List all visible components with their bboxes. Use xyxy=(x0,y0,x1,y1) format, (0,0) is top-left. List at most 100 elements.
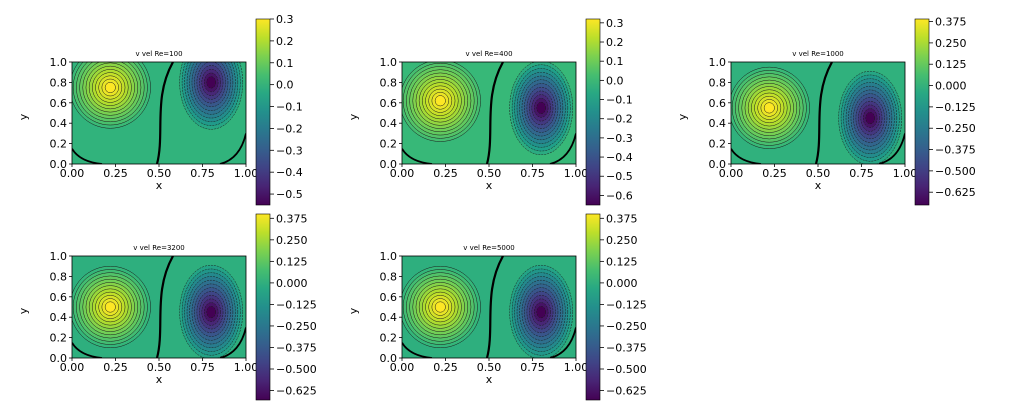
y-tick-label: 0.6 xyxy=(380,291,398,304)
colorbar-tick-label: 0.3 xyxy=(606,17,624,30)
y-tick-label: 0.6 xyxy=(709,97,727,110)
zero-contour-line xyxy=(485,62,504,164)
subplot-title: v vel Re=400 xyxy=(465,50,512,58)
positive-contour-level xyxy=(763,102,775,114)
y-tick-label: 1.0 xyxy=(50,56,68,69)
x-tick-label: 0.50 xyxy=(477,361,502,374)
x-tick-label: 0.75 xyxy=(190,167,215,180)
zero-contour-line xyxy=(814,62,833,164)
negative-contour-level xyxy=(206,306,216,319)
negative-contour-level xyxy=(206,76,216,89)
colorbar-tick-label: −0.4 xyxy=(606,151,633,164)
x-tick-label: 0.00 xyxy=(390,167,415,180)
colorbar-tick-label: −0.500 xyxy=(276,363,317,376)
colorbar-tick-label: 0.375 xyxy=(276,212,308,225)
subplot-title: v vel Re=100 xyxy=(135,50,182,58)
y-tick-label: 0.0 xyxy=(50,158,68,171)
positive-contour-level xyxy=(104,82,116,93)
colorbar-tick-label: −0.375 xyxy=(935,144,976,157)
y-tick-label: 0.6 xyxy=(50,291,68,304)
y-tick-label: 0.8 xyxy=(50,76,68,89)
y-tick-label: 0.0 xyxy=(380,158,398,171)
colorbar-tick-label: 0.000 xyxy=(935,80,967,93)
colorbar-tick-label: −0.625 xyxy=(606,385,647,398)
x-tick-label: 0.25 xyxy=(103,167,128,180)
colorbar-tick-label: 0.1 xyxy=(606,55,624,68)
y-tick-label: 0.8 xyxy=(380,76,398,89)
x-tick-label: 0.75 xyxy=(849,167,874,180)
colorbar-tick-label: 0.000 xyxy=(276,277,308,290)
colorbar-tick-label: −0.375 xyxy=(276,341,317,354)
colorbar-tick-label: 0.000 xyxy=(606,277,638,290)
colorbar xyxy=(585,18,601,206)
x-tick-label: 0.75 xyxy=(520,167,545,180)
x-axis-label: x xyxy=(156,179,163,192)
x-tick-label: 0.50 xyxy=(147,361,172,374)
y-tick-label: 0.4 xyxy=(380,311,398,324)
colorbar-tick-label: 0.250 xyxy=(935,37,967,50)
colorbar-tick-label: 0.375 xyxy=(935,16,967,29)
y-tick-label: 0.2 xyxy=(380,332,398,345)
colorbar-tick-label: −0.3 xyxy=(276,144,303,157)
y-tick-label: 1.0 xyxy=(709,56,727,69)
colorbar-tick-label: −0.4 xyxy=(276,166,303,179)
x-tick-label: 0.00 xyxy=(390,361,415,374)
x-tick-label: 0.75 xyxy=(190,361,215,374)
y-tick-label: 0.4 xyxy=(709,117,727,130)
negative-contour-level xyxy=(536,306,546,319)
y-tick-label: 0.8 xyxy=(50,270,68,283)
y-axis-label: y xyxy=(347,307,360,314)
y-tick-label: 0.0 xyxy=(380,352,398,365)
zero-contour-corner xyxy=(549,133,576,164)
colorbar-tick-label: 0.250 xyxy=(606,234,638,247)
y-axis-label: y xyxy=(17,307,30,314)
x-axis-label: x xyxy=(815,179,822,192)
colorbar-tick-label: −0.6 xyxy=(606,189,633,202)
colorbar-tick-label: 0.2 xyxy=(276,35,294,48)
x-tick-label: 0.25 xyxy=(433,167,458,180)
zero-contour-corner xyxy=(219,327,246,358)
y-tick-label: 0.2 xyxy=(380,138,398,151)
zero-contour-line xyxy=(485,256,504,358)
zero-contour-line xyxy=(155,256,174,358)
y-tick-label: 0.6 xyxy=(50,97,68,110)
y-tick-label: 1.0 xyxy=(50,250,68,263)
x-tick-label: 0.50 xyxy=(147,167,172,180)
subplot-5: v vel Re=5000 0.00 0.25 0.50 0.75 1.00 x 0.0 0.2… xyxy=(347,212,647,401)
positive-contour-level xyxy=(434,301,446,313)
colorbar xyxy=(585,213,601,401)
colorbar-tick-label: −0.625 xyxy=(276,385,317,398)
positive-contour-level xyxy=(104,301,116,313)
zero-contour-corner xyxy=(549,327,576,358)
x-tick-label: 1.00 xyxy=(234,361,259,374)
x-tick-label: 0.25 xyxy=(433,361,458,374)
y-tick-label: 1.0 xyxy=(380,250,398,263)
colorbar-tick-label: −0.250 xyxy=(276,320,317,333)
colorbar-tick-label: −0.5 xyxy=(276,188,303,201)
colorbar xyxy=(914,18,930,206)
x-axis-label: x xyxy=(156,373,163,386)
colorbar-tick-label: −0.625 xyxy=(935,186,976,199)
y-tick-label: 0.2 xyxy=(50,138,68,151)
x-axis-label: x xyxy=(486,373,493,386)
colorbar-tick-label: 0.250 xyxy=(276,234,308,247)
negative-contour-level xyxy=(865,112,875,125)
y-tick-label: 0.0 xyxy=(709,158,727,171)
y-tick-label: 0.4 xyxy=(50,117,68,130)
plot-area xyxy=(402,62,576,164)
subplot-1: v vel Re=100 0.00 0.25 0.50 0.75 1.00 x 0.0 0.2 0… xyxy=(17,13,303,206)
y-tick-label: 0.4 xyxy=(380,117,398,130)
colorbar-tick-label: −0.1 xyxy=(606,94,633,107)
x-tick-label: 0.25 xyxy=(103,361,128,374)
colorbar-tick-label: 0.125 xyxy=(606,255,638,268)
y-tick-label: 0.2 xyxy=(709,138,727,151)
y-tick-label: 0.4 xyxy=(50,311,68,324)
negative-contour-level xyxy=(536,101,546,114)
plot-area xyxy=(402,256,576,358)
colorbar-tick-label: −0.5 xyxy=(606,170,633,183)
x-tick-label: 1.00 xyxy=(564,167,589,180)
colorbar-tick-label: 0.375 xyxy=(606,212,638,225)
plot-area xyxy=(72,256,246,358)
y-axis-label: y xyxy=(676,113,689,120)
